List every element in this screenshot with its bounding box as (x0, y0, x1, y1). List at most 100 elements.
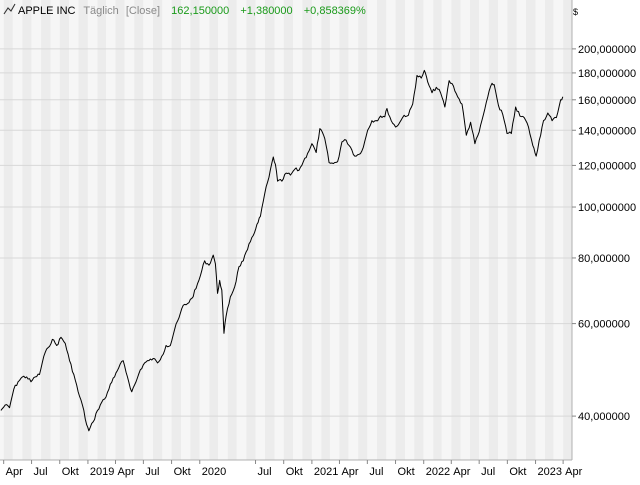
currency-symbol: $ (573, 7, 578, 17)
month-band (321, 0, 330, 460)
y-tick-label: 100,000000 (578, 202, 636, 214)
month-band (227, 0, 237, 460)
month-band (143, 0, 153, 460)
month-band (302, 0, 312, 460)
month-band (358, 0, 368, 460)
x-tick-label: Apr (118, 466, 135, 478)
month-band (414, 0, 424, 460)
x-tick-label: Jul (34, 466, 48, 478)
month-band (87, 0, 98, 460)
price-series (0, 69, 564, 432)
month-band (329, 0, 340, 460)
x-tick-label: Okt (398, 466, 415, 478)
x-tick-label: Apr (341, 466, 358, 478)
month-band (22, 0, 32, 460)
last-price: 162,150000 (171, 5, 229, 17)
month-band (0, 0, 4, 460)
y-tick-label: 40,000000 (578, 411, 630, 423)
price-change: +1,380000 (240, 5, 292, 17)
month-band (553, 0, 564, 460)
x-tick-label: Jul (258, 466, 272, 478)
month-band (498, 0, 508, 460)
month-band (339, 0, 349, 460)
y-tick-label: 140,000000 (578, 125, 636, 137)
month-band (348, 0, 359, 460)
month-band (451, 0, 461, 460)
price-change-percent: +0,858369% (304, 5, 366, 17)
month-band (115, 0, 125, 460)
month-band (545, 0, 554, 460)
month-band (97, 0, 107, 460)
month-band (293, 0, 303, 460)
month-band (78, 0, 88, 460)
month-band (3, 0, 13, 460)
month-band (218, 0, 228, 460)
x-tick-label: Apr (453, 466, 470, 478)
month-band (181, 0, 191, 460)
month-band (274, 0, 284, 460)
month-band (265, 0, 275, 460)
month-band (59, 0, 70, 460)
svg-text:APPLE INC Täglich: APPLE INC Täglich [Close] 162,150000 +1,… (18, 5, 366, 17)
price-line (0, 69, 564, 432)
month-band (311, 0, 322, 460)
month-band (246, 0, 256, 460)
x-tick-label: Apr (565, 466, 582, 478)
month-band (124, 0, 135, 460)
x-tick-label: 2021 (314, 466, 338, 478)
month-band (12, 0, 23, 460)
x-axis: Apr Jul Okt 2019 Apr Jul Okt 2020 Jul Okt 2021 Apr J… (3, 460, 583, 478)
month-band (433, 0, 442, 460)
month-band (460, 0, 470, 460)
month-band (488, 0, 499, 460)
month-band (50, 0, 60, 460)
month-band (283, 0, 294, 460)
month-band (367, 0, 377, 460)
x-tick-label: 2023 (538, 466, 562, 478)
month-band (134, 0, 144, 460)
month-band (236, 0, 247, 460)
month-band (535, 0, 546, 460)
y-axis: 40,000000 60,000000 80,000000 100,000000 120… (572, 44, 636, 423)
y-tick-label: 180,000000 (578, 68, 636, 80)
month-band (423, 0, 434, 460)
x-tick-label: 2022 (426, 466, 450, 478)
month-band (31, 0, 42, 460)
x-tick-label: Jul (369, 466, 383, 478)
month-band (376, 0, 387, 460)
y-tick-label: 120,000000 (578, 160, 636, 172)
x-tick-label: Jul (481, 466, 495, 478)
month-band (152, 0, 163, 460)
x-tick-label: Okt (62, 466, 79, 478)
month-bands (0, 0, 572, 460)
line-chart-icon (3, 3, 16, 15)
month-band (386, 0, 396, 460)
chart-header: APPLE INC Täglich [Close] 162,150000 +1,… (3, 3, 578, 17)
month-band (41, 0, 51, 460)
month-band (162, 0, 172, 460)
month-band (526, 0, 536, 460)
x-tick-label: Okt (174, 466, 191, 478)
x-tick-label: Okt (509, 466, 526, 478)
month-band (171, 0, 182, 460)
x-tick-label: Jul (145, 466, 159, 478)
month-band (209, 0, 219, 460)
month-band (516, 0, 527, 460)
y-tick-label: 80,000000 (578, 253, 630, 265)
mode-label: [Close] (126, 5, 160, 17)
month-band (479, 0, 489, 460)
month-band (69, 0, 79, 460)
y-tick-label: 160,000000 (578, 95, 636, 107)
interval-label: Täglich (83, 5, 118, 17)
month-band (255, 0, 266, 460)
x-tick-label: Okt (286, 466, 303, 478)
x-tick-label: Apr (6, 466, 23, 478)
y-tick-label: 200,000000 (578, 44, 636, 56)
month-band (199, 0, 210, 460)
month-band (190, 0, 200, 460)
month-band (469, 0, 480, 460)
x-tick-label: 2019 (90, 466, 114, 478)
month-band (405, 0, 415, 460)
